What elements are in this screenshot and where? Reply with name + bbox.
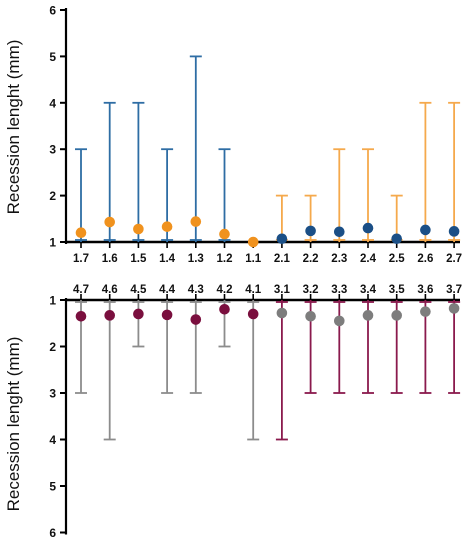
data-point (219, 228, 230, 240)
data-point (448, 303, 460, 314)
data-point (104, 310, 115, 321)
category-label: 2.3 (331, 253, 347, 265)
category-label: 4.3 (188, 284, 204, 296)
y-tick-label: 5 (49, 480, 56, 494)
y-tick-label: 4 (49, 433, 56, 447)
data-point (305, 310, 316, 322)
category-label: 1.7 (73, 253, 89, 265)
category-label: 2.7 (446, 253, 462, 265)
data-point (391, 233, 403, 245)
category-label: 1.1 (245, 253, 262, 265)
data-point (334, 315, 345, 327)
category-label: 2.1 (274, 253, 291, 265)
data-point (334, 226, 345, 238)
data-point (420, 306, 431, 317)
data-point (133, 308, 144, 320)
data-point (276, 233, 288, 245)
data-point (362, 222, 374, 234)
category-label: 4.5 (130, 284, 147, 296)
data-point (190, 314, 202, 325)
data-point (391, 310, 403, 321)
data-point (420, 224, 431, 236)
data-point (247, 236, 259, 248)
category-label: 1.2 (217, 253, 233, 265)
category-label: 3.2 (303, 284, 319, 296)
data-point (247, 308, 259, 320)
category-label: 2.5 (389, 253, 406, 265)
category-label: 2.2 (303, 253, 319, 265)
category-label: 2.6 (417, 253, 433, 265)
category-label: 1.3 (188, 253, 204, 265)
data-point (161, 221, 173, 232)
category-label: 3.1 (274, 284, 291, 296)
y-tick-label: 3 (49, 143, 56, 157)
category-label: 4.6 (102, 284, 118, 296)
data-point (219, 304, 230, 315)
category-label: 2.4 (360, 253, 377, 265)
category-label: 4.1 (245, 284, 262, 296)
lower-panel: Recession lenght (mm) 1 2 3 4 5 6 4.7 4.6 4.5 4.4… (4, 284, 462, 540)
category-label: 3.5 (389, 284, 406, 296)
data-point (75, 310, 87, 322)
category-label: 4.2 (217, 284, 233, 296)
data-point (305, 225, 316, 237)
data-point (133, 223, 144, 235)
upper-panel: Recession lenght (mm) 1 2 3 4 5 6 1.7 1.6 1.5 1.4… (4, 4, 462, 266)
y-tick-label: 6 (49, 4, 56, 18)
y-tick-label: 3 (49, 387, 56, 401)
upper-y-axis-label: Recession lenght (mm) (4, 40, 23, 215)
data-point (190, 216, 202, 227)
data-point (161, 309, 173, 321)
category-label: 1.5 (130, 253, 147, 265)
category-label: 3.7 (446, 284, 462, 296)
data-point (104, 216, 115, 228)
lower-y-axis-label: Recession lenght (mm) (4, 337, 23, 512)
category-label: 4.4 (159, 284, 176, 296)
category-label: 3.3 (331, 284, 347, 296)
y-tick-label: 5 (49, 50, 56, 64)
y-tick-label: 2 (49, 340, 56, 354)
category-label: 3.6 (417, 284, 433, 296)
data-point (448, 226, 460, 237)
y-tick-label: 1 (49, 294, 56, 308)
y-tick-label: 6 (49, 526, 56, 540)
y-tick-label: 2 (49, 189, 56, 203)
y-tick-label: 4 (49, 96, 56, 110)
data-point (75, 227, 87, 239)
y-tick-label: 1 (49, 236, 56, 250)
data-point (362, 310, 374, 321)
data-point (276, 307, 288, 319)
category-label: 3.4 (360, 284, 377, 296)
category-label: 1.6 (102, 253, 118, 265)
category-label: 1.4 (159, 253, 176, 265)
category-label: 4.7 (73, 284, 89, 296)
